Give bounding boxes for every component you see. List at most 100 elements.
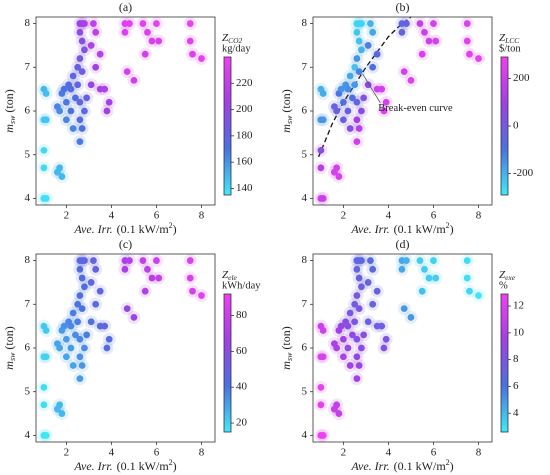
- point: [87, 318, 95, 326]
- point: [398, 265, 406, 273]
- point: [319, 195, 327, 202]
- point: [380, 344, 388, 352]
- point: [83, 331, 91, 339]
- plot-area: [313, 254, 492, 442]
- point: [416, 20, 424, 27]
- y-tick-label: 5: [25, 148, 31, 160]
- point: [186, 20, 194, 27]
- colorbar-label-sub: CO2: [228, 36, 242, 45]
- colorbar-tick-label: 6: [513, 380, 519, 392]
- point: [353, 265, 361, 273]
- point: [351, 63, 359, 71]
- point: [189, 50, 196, 58]
- y-tick-label: 7: [25, 298, 31, 310]
- point: [351, 300, 359, 308]
- y-tick-label: 5: [302, 385, 308, 397]
- y-label-sub: sw: [8, 352, 17, 361]
- point: [40, 164, 48, 172]
- y-label-sub: sw: [285, 115, 294, 124]
- point: [121, 28, 129, 36]
- point: [330, 405, 338, 413]
- point: [60, 85, 68, 93]
- point: [358, 46, 365, 54]
- point: [317, 146, 325, 154]
- x-axis-label: Ave. Irr. (0.1 kW/m2): [73, 221, 176, 236]
- point: [42, 432, 50, 439]
- point: [81, 46, 88, 54]
- point: [96, 50, 104, 58]
- colorbar: [500, 56, 509, 196]
- point: [69, 72, 77, 80]
- point: [400, 68, 408, 76]
- point: [344, 322, 352, 330]
- point: [353, 116, 361, 124]
- point: [76, 98, 84, 106]
- colorbar-tick-label: 200: [236, 103, 253, 115]
- colorbar-tick-label: 160: [236, 156, 253, 168]
- point: [344, 107, 352, 115]
- point: [90, 257, 97, 264]
- x-label-unit: (0.1 kW/m: [394, 459, 447, 473]
- point: [430, 257, 437, 264]
- point: [339, 116, 347, 124]
- point: [76, 353, 84, 361]
- point: [353, 138, 361, 146]
- x-label-unit: (0.1 kW/m: [117, 222, 170, 236]
- point: [418, 287, 426, 295]
- y-tick-label: 8: [25, 254, 31, 266]
- x-tick-label: 2: [341, 210, 347, 222]
- point: [398, 28, 406, 36]
- x-tick-label: 2: [64, 447, 70, 459]
- point: [369, 300, 377, 308]
- point: [74, 81, 82, 89]
- point: [346, 362, 354, 369]
- point: [358, 20, 365, 27]
- colorbar-label-main: Z: [499, 269, 506, 281]
- colorbar-label: Zele: [222, 269, 238, 282]
- point: [349, 94, 356, 102]
- point: [103, 107, 111, 115]
- point: [186, 257, 194, 264]
- y-label-unit: (ton): [279, 89, 293, 112]
- axes-frame: [35, 253, 216, 443]
- point: [81, 20, 88, 27]
- point: [358, 283, 365, 291]
- point: [87, 279, 95, 286]
- point: [42, 90, 50, 97]
- x-tick-label: 4: [109, 447, 115, 459]
- point: [76, 292, 84, 299]
- point: [74, 63, 82, 71]
- point: [463, 37, 471, 45]
- colorbar: [500, 293, 509, 433]
- point: [186, 37, 194, 45]
- panel-title: (a): [119, 0, 132, 14]
- colorbar-label-main: Z: [499, 32, 506, 44]
- point: [42, 116, 50, 124]
- x-tick-label: 6: [154, 210, 160, 222]
- x-axis-label: Ave. Irr. (0.1 kW/m2): [73, 458, 176, 473]
- y-tick-label: 7: [302, 298, 308, 310]
- point: [60, 322, 68, 330]
- point: [339, 353, 347, 361]
- point: [81, 283, 88, 291]
- point: [92, 300, 100, 308]
- point: [339, 98, 347, 106]
- y-tick-label: 8: [25, 17, 31, 29]
- plot-area: [36, 254, 215, 442]
- colorbar-unit: $/ton: [499, 43, 521, 54]
- point: [358, 257, 365, 264]
- point: [360, 331, 368, 339]
- point: [403, 20, 410, 27]
- point: [432, 274, 440, 282]
- point: [53, 168, 61, 176]
- point: [475, 55, 482, 62]
- point: [198, 292, 205, 299]
- point: [355, 68, 363, 76]
- x-label-end: ): [173, 222, 177, 236]
- annotation: Break-even curve: [378, 103, 453, 114]
- point: [126, 257, 133, 264]
- y-label-main: m: [2, 124, 16, 133]
- point: [62, 116, 70, 124]
- point: [69, 125, 77, 132]
